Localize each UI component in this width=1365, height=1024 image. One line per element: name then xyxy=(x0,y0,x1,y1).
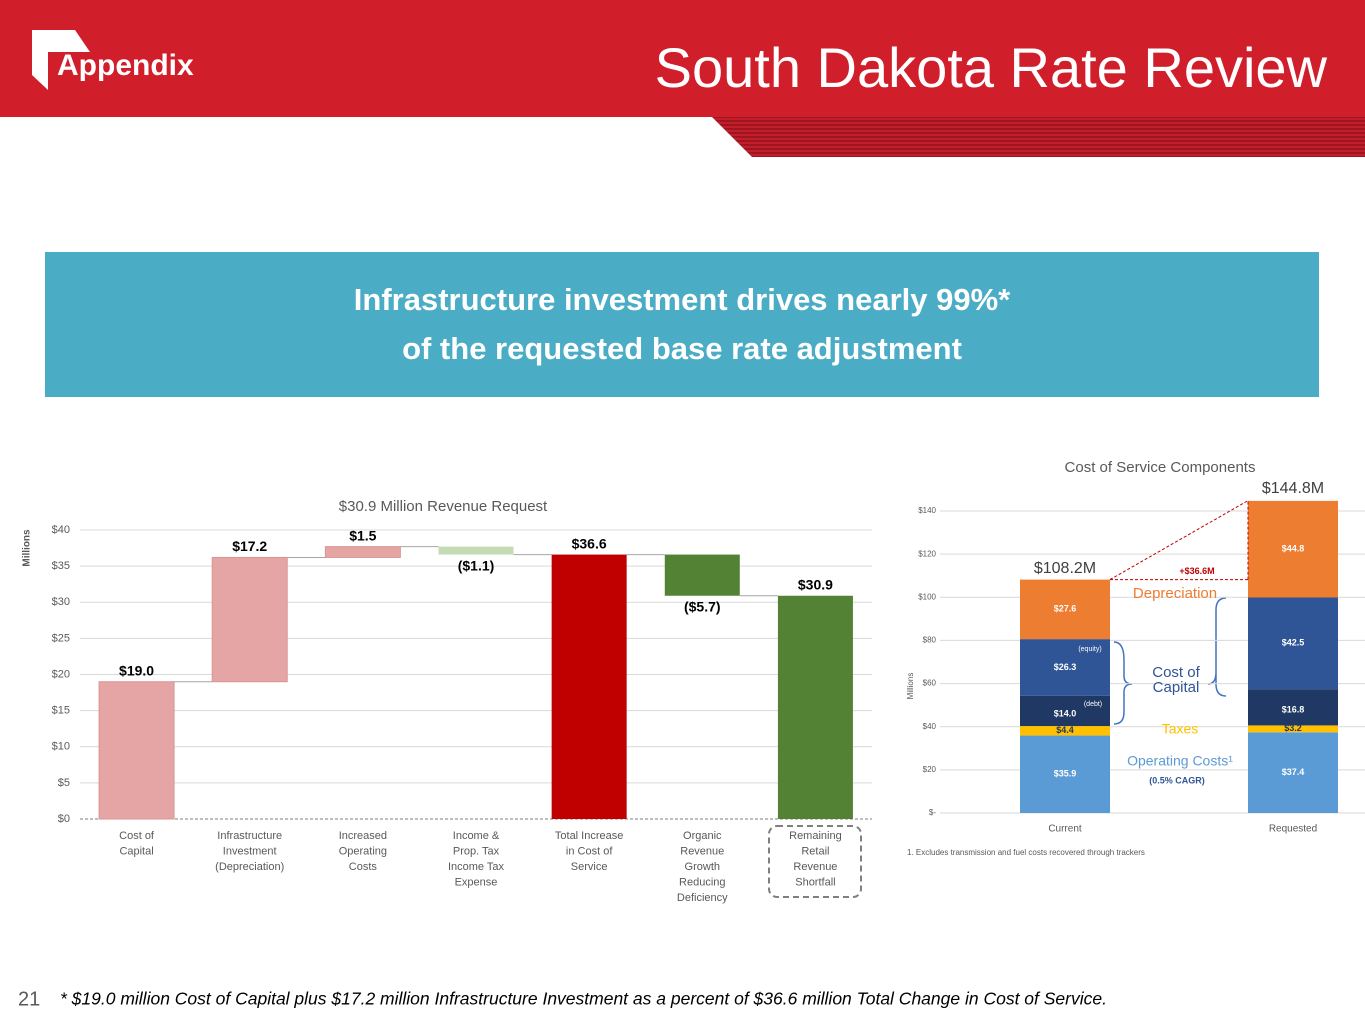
value-label: $16.8 xyxy=(1282,705,1305,715)
change-label: +$36.6M xyxy=(1179,566,1214,576)
x-tick-label: Income & Prop. Tax Income Tax Expense xyxy=(448,830,505,889)
banner-line: Infrastructure investment drives nearly … xyxy=(354,282,1011,317)
chart-title: $30.9 Million Revenue Request xyxy=(339,498,548,515)
series-label: Operating Costs¹ xyxy=(1127,753,1233,769)
series-label: Depreciation xyxy=(1133,585,1217,602)
footer-note: * $19.0 million Cost of Capital plus $17… xyxy=(60,989,1107,1009)
y-tick-label: $0 xyxy=(58,813,70,825)
bar-segment xyxy=(1248,500,1338,598)
bar xyxy=(324,546,401,558)
value-label: $44.8 xyxy=(1282,544,1305,554)
y-tick-label: $35 xyxy=(52,560,70,572)
value-label: $37.4 xyxy=(1282,767,1305,777)
y-tick-label: $15 xyxy=(52,705,70,717)
bar xyxy=(777,595,853,819)
y-tick-label: $10 xyxy=(52,741,70,753)
y-tick-label: $20 xyxy=(923,765,937,774)
bar-segment xyxy=(1020,726,1110,736)
value-label: $36.6 xyxy=(572,535,607,551)
y-tick-label: $140 xyxy=(918,506,936,515)
banner xyxy=(45,252,1319,397)
value-label: $35.9 xyxy=(1054,769,1077,779)
bar xyxy=(438,546,514,555)
header-stripe xyxy=(712,117,1365,157)
header-bar xyxy=(0,0,1365,117)
brace xyxy=(1113,641,1133,725)
value-label: $14.0 xyxy=(1054,708,1077,718)
value-label: $42.5 xyxy=(1282,638,1305,648)
logo xyxy=(32,30,90,90)
change-line xyxy=(1109,500,1249,581)
value-label: $3.2 xyxy=(1284,723,1302,733)
x-tick-label: Remaining Retail Revenue Shortfall xyxy=(789,830,842,889)
bar-segment xyxy=(1020,735,1110,813)
x-tick-label: Total Increase in Cost of Service xyxy=(555,830,623,873)
total-label: $108.2M xyxy=(1034,560,1096,577)
bar xyxy=(98,681,175,820)
value-label: $4.4 xyxy=(1056,725,1074,735)
x-tick-label: Cost of Capital xyxy=(119,830,155,858)
value-label: $17.2 xyxy=(232,538,267,554)
slide-title: South Dakota Rate Review xyxy=(655,36,1328,99)
bar xyxy=(551,554,627,819)
total-label: $144.8M xyxy=(1262,480,1324,497)
y-tick-label: $40 xyxy=(52,524,70,536)
y-tick-label: $60 xyxy=(923,679,937,688)
chart-title: Cost of Service Components xyxy=(1065,459,1256,476)
bar-segment xyxy=(1248,597,1338,690)
y-tick-label: $30 xyxy=(52,596,70,608)
y-tick-label: $100 xyxy=(918,592,936,601)
annotation: (0.5% CAGR) xyxy=(1149,775,1205,785)
bar-segment xyxy=(1248,725,1338,733)
bar xyxy=(664,554,740,596)
y-tick-label: $- xyxy=(929,808,936,817)
banner-line: of the requested base rate adjustment xyxy=(402,331,962,366)
value-label: $27.6 xyxy=(1054,604,1077,614)
value-label: $26.3 xyxy=(1054,662,1077,672)
y-tick-label: $5 xyxy=(58,777,70,789)
y-tick-label: $25 xyxy=(52,632,70,644)
footnote: 1. Excludes transmission and fuel costs … xyxy=(907,848,1145,857)
y-tick-label: $20 xyxy=(52,668,70,680)
y-axis-label: Millions xyxy=(906,673,915,700)
y-tick-label: $40 xyxy=(923,722,937,731)
bar xyxy=(211,556,288,683)
series-label: (equity) xyxy=(1078,646,1101,653)
page-number: 21 xyxy=(18,988,40,1010)
y-axis-label: Millions xyxy=(22,529,33,567)
x-tick-label: Current xyxy=(1048,824,1082,835)
series-label: Taxes xyxy=(1162,721,1199,737)
y-tick-label: $80 xyxy=(923,636,937,645)
bar-segment xyxy=(1020,639,1110,696)
brace xyxy=(1207,597,1227,697)
value-label: ($5.7) xyxy=(684,598,721,614)
section-label: Appendix xyxy=(57,49,194,82)
bar-segment xyxy=(1248,689,1338,726)
bar-segment xyxy=(1248,732,1338,813)
y-tick-label: $120 xyxy=(918,549,936,558)
value-label: $30.9 xyxy=(798,576,833,592)
value-label: $1.5 xyxy=(349,527,376,543)
highlight-box xyxy=(768,825,862,898)
x-tick-label: Infrastructure Investment (Depreciation) xyxy=(215,830,284,873)
value-label: $19.0 xyxy=(119,662,154,678)
x-tick-label: Increased Operating Costs xyxy=(339,830,387,873)
series-label: (debt) xyxy=(1084,701,1102,708)
x-tick-label: Requested xyxy=(1269,824,1317,835)
bar-segment xyxy=(1020,695,1110,727)
x-tick-label: Organic Revenue Growth Reducing Deficiency xyxy=(677,830,728,904)
bar-segment xyxy=(1020,579,1110,640)
value-label: ($1.1) xyxy=(458,557,495,573)
annotation: Cost of Capital xyxy=(1152,664,1200,696)
